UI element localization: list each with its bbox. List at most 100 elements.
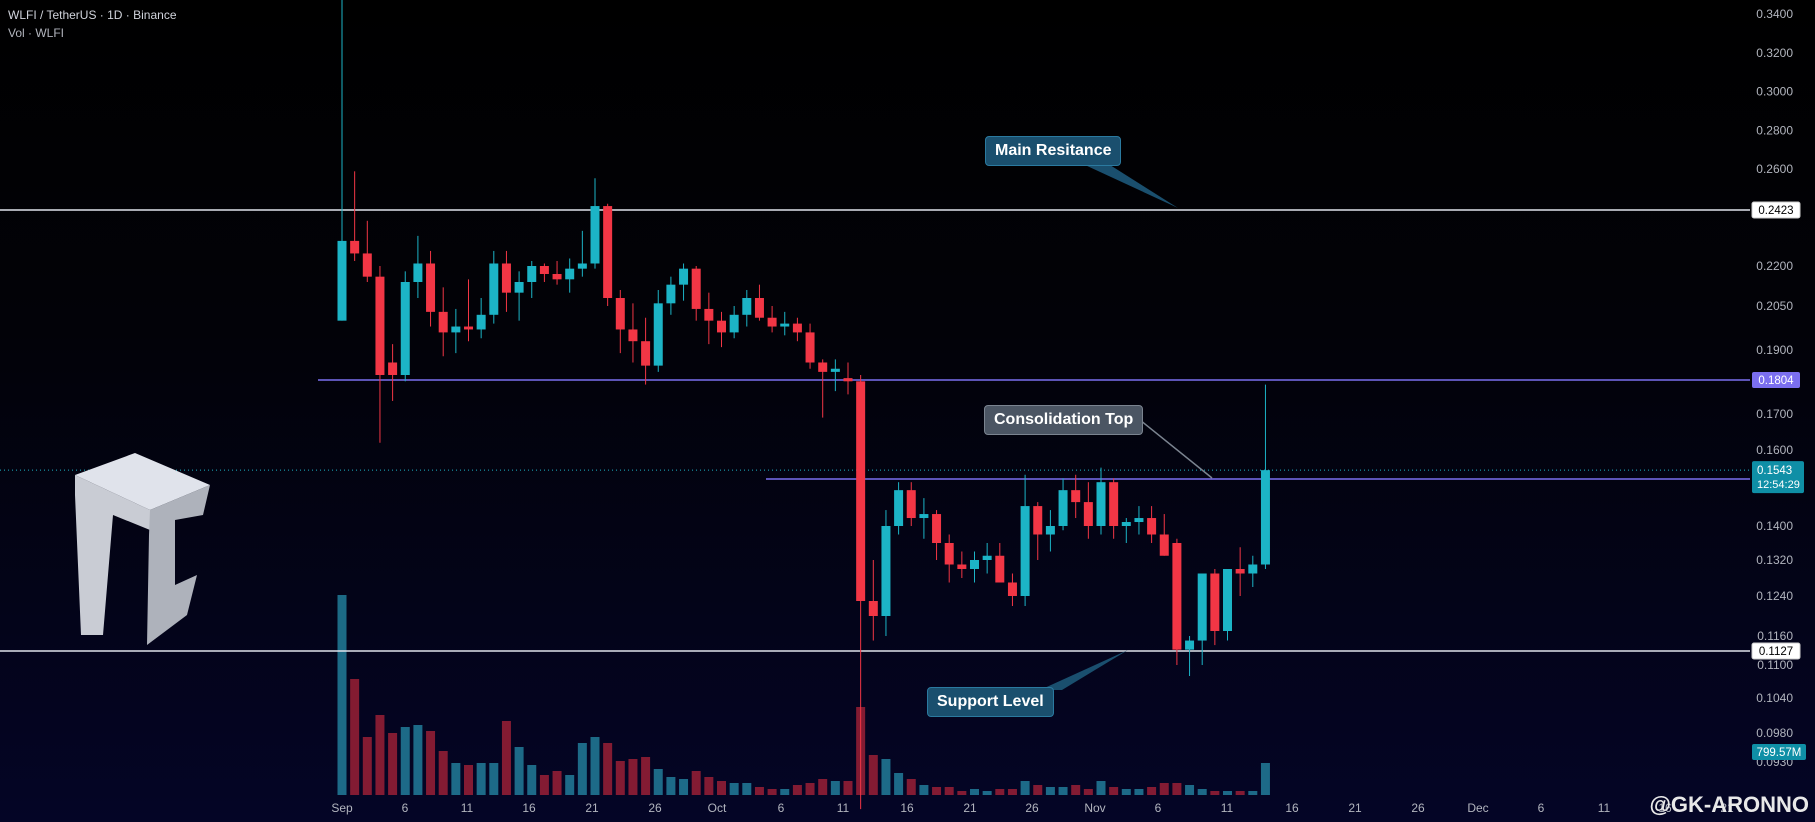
candle[interactable] xyxy=(501,250,511,312)
candle[interactable] xyxy=(868,560,878,641)
candle[interactable] xyxy=(843,362,853,395)
candle[interactable] xyxy=(451,308,461,354)
candle[interactable] xyxy=(1058,478,1068,531)
svg-text:0.1543: 0.1543 xyxy=(1757,465,1792,477)
volume-bar xyxy=(780,789,790,795)
candle[interactable] xyxy=(1210,569,1220,646)
candle[interactable] xyxy=(1007,573,1017,607)
candle[interactable] xyxy=(1185,636,1195,676)
candle[interactable] xyxy=(805,323,815,369)
candle[interactable] xyxy=(957,551,967,579)
candle[interactable] xyxy=(1134,506,1144,535)
volume-bar xyxy=(451,763,461,795)
candle[interactable] xyxy=(970,551,979,583)
candle[interactable] xyxy=(1121,518,1131,543)
price-tick-label: 0.1160 xyxy=(1757,629,1793,643)
time-tick-label: 26 xyxy=(1025,801,1039,815)
candle[interactable] xyxy=(1223,569,1232,641)
candle[interactable] xyxy=(691,266,701,321)
candle[interactable] xyxy=(615,290,625,354)
candle[interactable] xyxy=(754,284,764,321)
price-tick-label: 0.1900 xyxy=(1756,343,1793,357)
candle[interactable] xyxy=(565,258,575,293)
candle[interactable] xyxy=(982,543,992,574)
volume-bar xyxy=(679,779,689,795)
candle[interactable] xyxy=(426,250,436,327)
volume-bar xyxy=(1260,763,1270,795)
candle[interactable] xyxy=(539,263,549,282)
candle[interactable] xyxy=(1083,482,1093,539)
candle[interactable] xyxy=(388,344,398,401)
candle[interactable] xyxy=(653,290,663,372)
candle[interactable] xyxy=(489,250,499,324)
support-level-price-tag: 0.1127 xyxy=(1751,642,1801,660)
tc-logo xyxy=(75,453,210,645)
candle[interactable] xyxy=(944,534,954,583)
candle[interactable] xyxy=(362,220,372,282)
volume-bar xyxy=(1033,785,1043,795)
volume-bar xyxy=(565,775,575,795)
candle[interactable] xyxy=(603,203,613,306)
candle[interactable] xyxy=(742,290,752,327)
price-tick-label: 0.1700 xyxy=(1756,407,1793,421)
candle[interactable] xyxy=(919,498,929,539)
candle[interactable] xyxy=(590,178,600,269)
candle[interactable] xyxy=(666,276,676,315)
upper-level-price-tag: 0.1804 xyxy=(1752,372,1800,388)
candle[interactable] xyxy=(464,279,473,342)
time-tick-label: Nov xyxy=(1084,801,1105,815)
candle[interactable] xyxy=(337,0,347,321)
candle[interactable] xyxy=(818,359,828,418)
svg-text:12:54:29: 12:54:29 xyxy=(1757,479,1800,491)
candle[interactable] xyxy=(906,482,916,526)
candle[interactable] xyxy=(438,287,448,357)
candle[interactable] xyxy=(881,510,891,636)
candle[interactable] xyxy=(792,317,802,342)
candle[interactable] xyxy=(527,260,537,298)
level-price-labels: 0.24230.18040.15180.11270.154312:54:2979… xyxy=(1751,201,1806,760)
candle[interactable] xyxy=(729,306,739,339)
time-tick-label: Dec xyxy=(1467,801,1488,815)
support-level-callout[interactable]: Support Level xyxy=(927,687,1054,717)
candle[interactable] xyxy=(552,260,562,285)
candle[interactable] xyxy=(577,230,587,277)
candle[interactable] xyxy=(413,235,423,298)
candle[interactable] xyxy=(830,359,840,392)
candle[interactable] xyxy=(679,263,689,301)
candle[interactable] xyxy=(1260,384,1270,569)
candle[interactable] xyxy=(1109,478,1119,539)
candle[interactable] xyxy=(1096,467,1106,535)
candle[interactable] xyxy=(894,482,904,535)
time-tick-label: 6 xyxy=(778,801,785,815)
candle[interactable] xyxy=(1172,538,1182,665)
candle[interactable] xyxy=(717,311,726,348)
consolidation-top-callout[interactable]: Consolidation Top xyxy=(984,405,1144,435)
time-tick-label: Sep xyxy=(331,801,353,815)
candle[interactable] xyxy=(1020,474,1030,606)
candle[interactable] xyxy=(1248,555,1258,587)
candle[interactable] xyxy=(476,298,486,339)
candle[interactable] xyxy=(704,292,714,345)
candle[interactable] xyxy=(1033,502,1043,560)
candle[interactable] xyxy=(856,375,866,810)
candle[interactable] xyxy=(641,317,651,385)
candle[interactable] xyxy=(1147,506,1157,543)
candle[interactable] xyxy=(1159,514,1169,556)
candle[interactable] xyxy=(932,510,942,560)
candle[interactable] xyxy=(1197,573,1207,666)
candle[interactable] xyxy=(1235,547,1245,596)
candle[interactable] xyxy=(375,266,385,443)
main-resistance-callout[interactable]: Main Resitance xyxy=(985,136,1122,166)
candle[interactable] xyxy=(995,543,1005,583)
candle[interactable] xyxy=(780,311,790,336)
volume-bar xyxy=(641,757,651,795)
candle[interactable] xyxy=(400,271,410,382)
candle[interactable] xyxy=(628,303,638,363)
candle[interactable] xyxy=(350,171,360,261)
candle[interactable] xyxy=(1045,510,1055,552)
candle[interactable] xyxy=(514,271,524,321)
candle[interactable] xyxy=(1071,474,1081,519)
candle[interactable] xyxy=(767,306,777,333)
